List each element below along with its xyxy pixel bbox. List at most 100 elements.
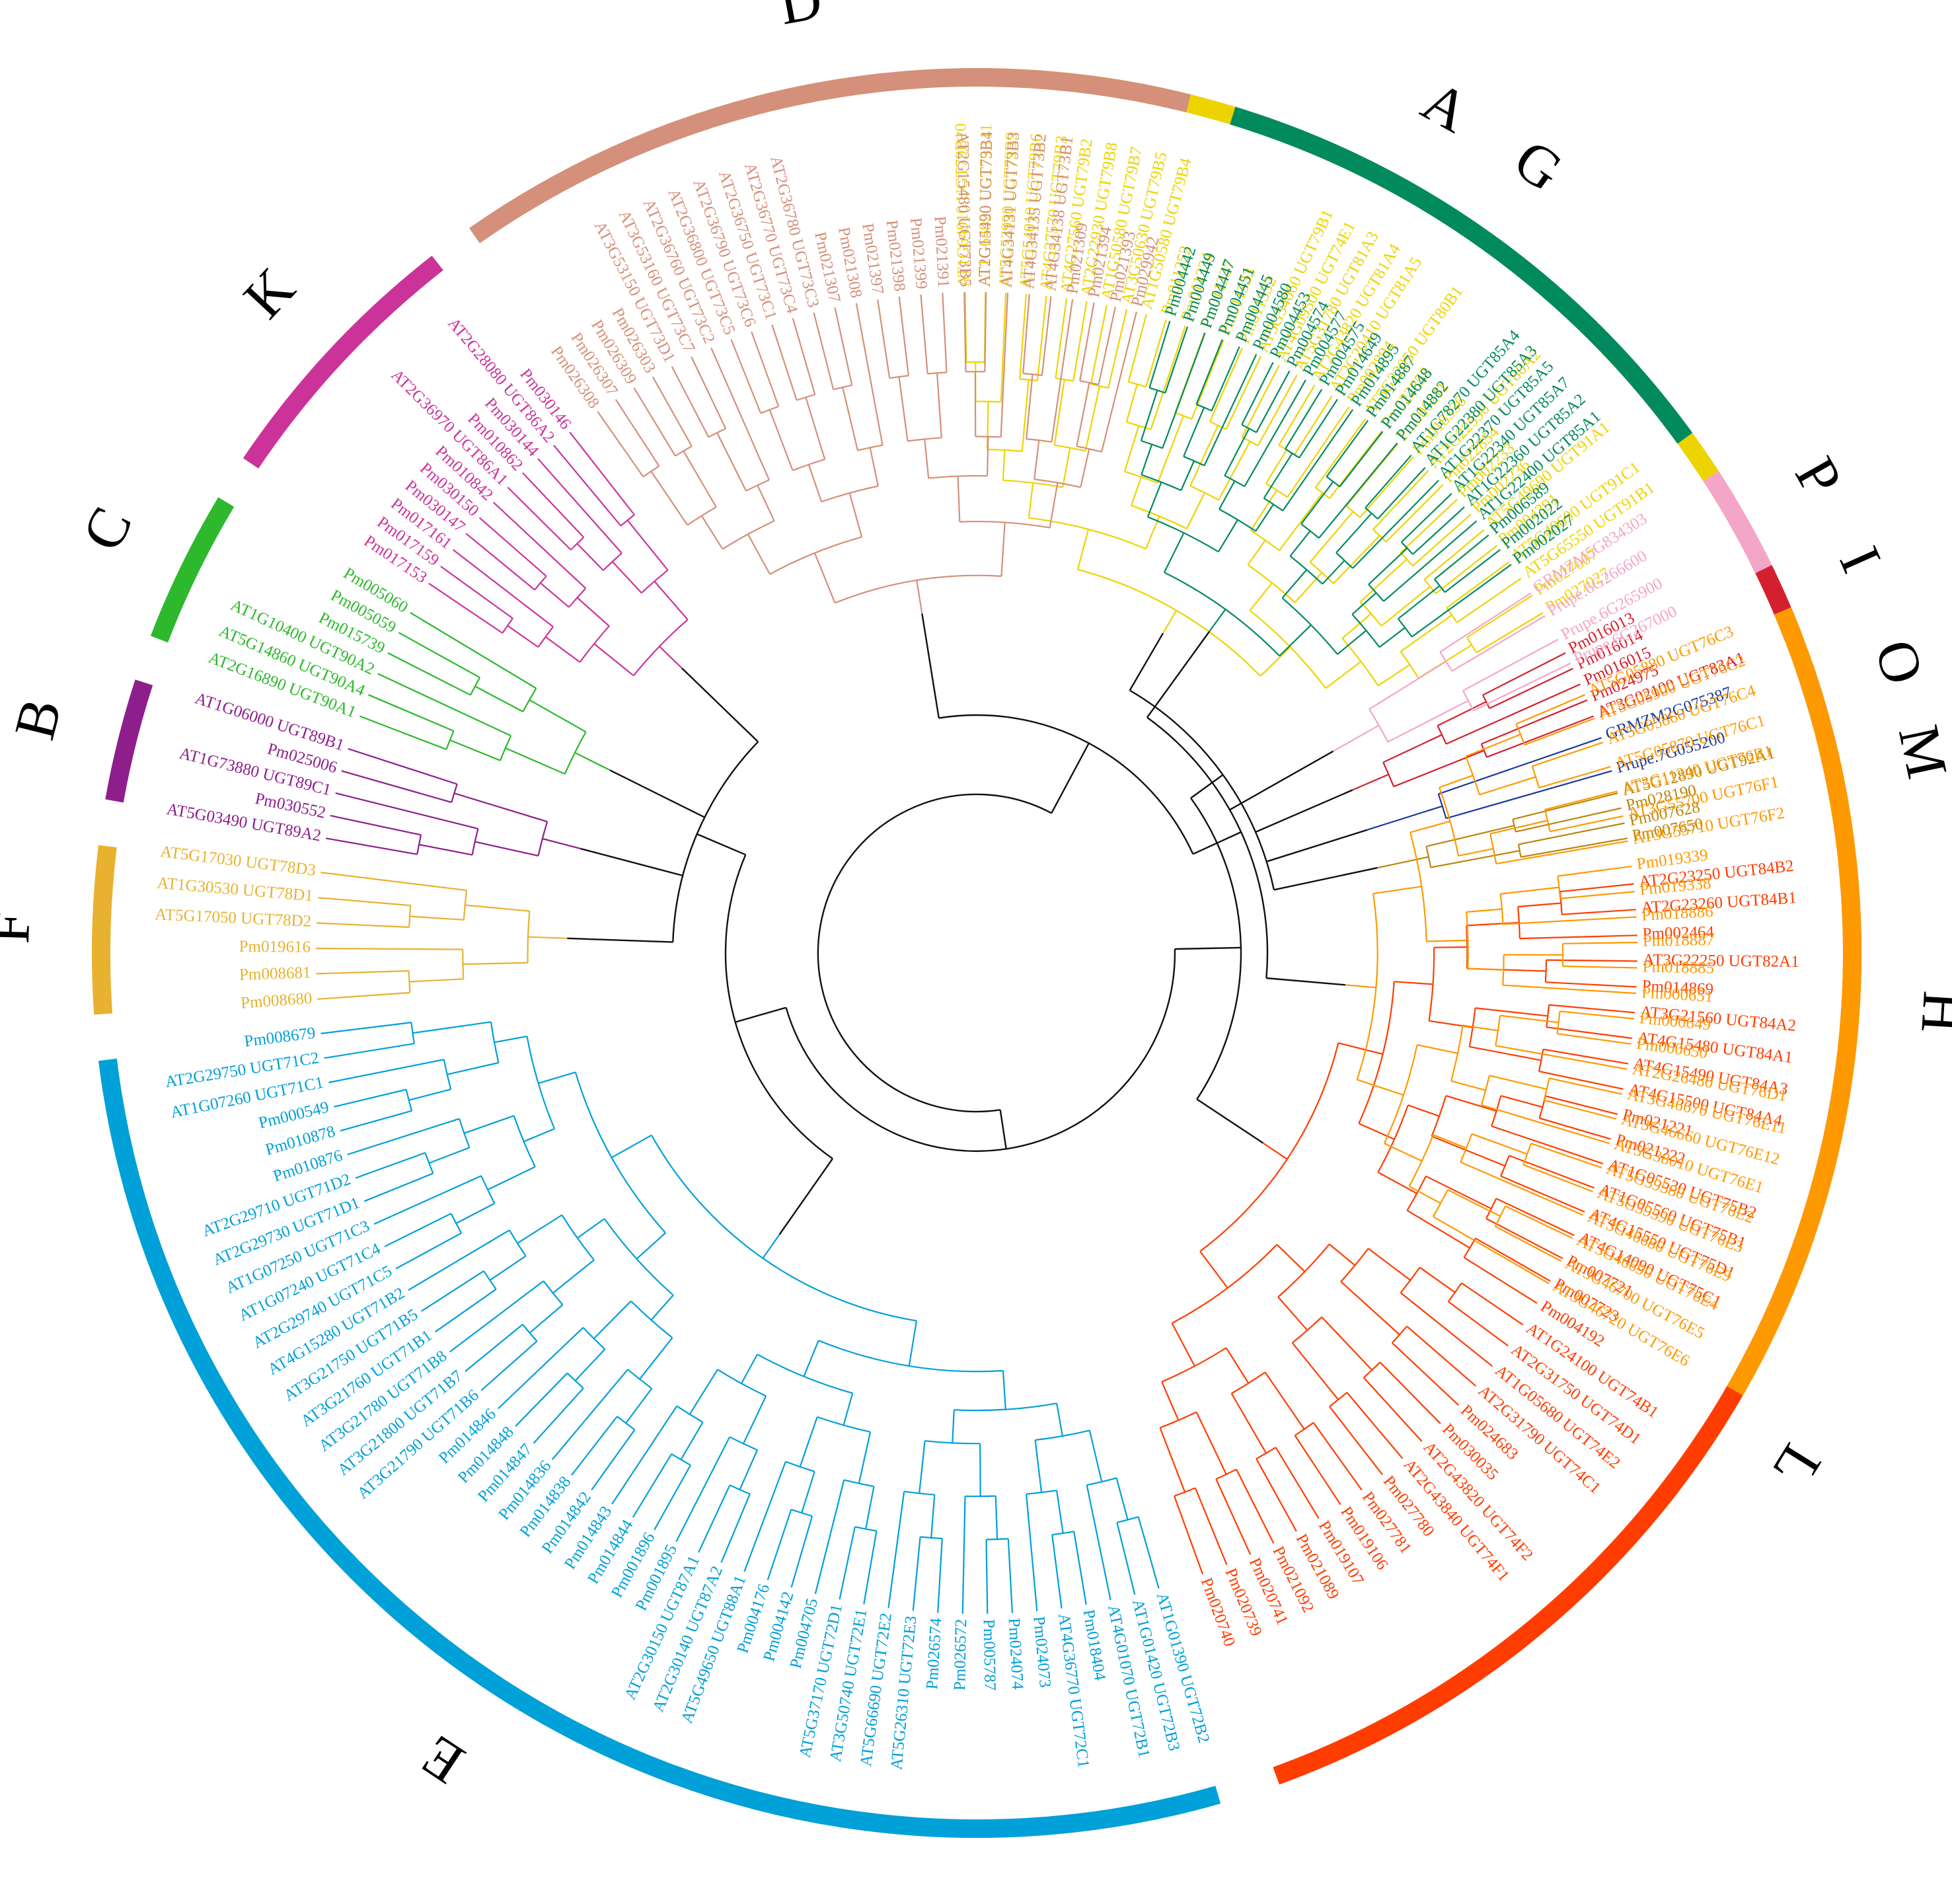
tip-branch [1423, 529, 1485, 580]
internal-arc [651, 1135, 917, 1322]
internal-branch [1345, 984, 1376, 989]
internal-branch [1500, 886, 1559, 895]
internal-arc [1517, 844, 1522, 857]
tip-branch [1411, 564, 1512, 638]
tip-branch [937, 1539, 943, 1613]
internal-branch [1469, 1046, 1542, 1061]
tip-branch [591, 1429, 636, 1491]
internal-arc [405, 1089, 413, 1112]
tip-branch [348, 747, 458, 785]
internal-branch [1351, 592, 1377, 615]
internal-branch [574, 751, 611, 771]
internal-branch [1445, 1094, 1497, 1112]
backbone-fbck-stem [580, 847, 683, 877]
tip-branch [1051, 1535, 1063, 1609]
tip-branch [1545, 981, 1637, 988]
tip-label: Pm008680 [240, 989, 313, 1012]
tip-branch [1329, 430, 1383, 499]
tip-branch [1385, 484, 1444, 543]
tip-branch [1285, 389, 1323, 449]
tip-branch [898, 296, 909, 376]
internal-branch [1367, 805, 1443, 831]
internal-branch [611, 561, 642, 593]
internal-branch [987, 436, 989, 476]
internal-arc [1543, 1078, 1550, 1100]
internal-arc [1076, 445, 1102, 453]
tip-branch [1073, 1531, 1087, 1605]
tip-branch [1515, 807, 1622, 833]
tip-branch [1520, 837, 1628, 858]
tip-branch [1524, 717, 1595, 746]
tip-branch [1500, 1175, 1585, 1213]
tip-branch [1473, 662, 1571, 712]
tip-branch [710, 347, 770, 480]
tip-branch [1339, 431, 1384, 488]
internal-arc [617, 1416, 636, 1431]
tip-branch [1359, 456, 1414, 518]
clade-subtree-O [1367, 737, 1612, 831]
tip-branch [1026, 1494, 1038, 1611]
internal-branch [625, 1388, 653, 1424]
internal-arc [1196, 403, 1213, 412]
tip-branch [790, 1515, 813, 1588]
tip-branch [1391, 1342, 1459, 1406]
backbone-low-arc [785, 948, 1176, 1153]
tip-branch [1558, 865, 1632, 877]
tip-branch [507, 486, 572, 551]
internal-branch [542, 837, 581, 850]
tip-branch [1445, 683, 1581, 745]
tip-branch [964, 292, 967, 362]
tip-branch [1241, 362, 1274, 426]
internal-arc [1209, 421, 1226, 430]
tip-branch [1412, 514, 1472, 567]
tip-branch [792, 318, 816, 395]
internal-arc [1434, 578, 1446, 593]
tip-branch [1509, 1155, 1595, 1189]
tip-branch [615, 399, 660, 467]
internal-branch [1358, 1122, 1395, 1140]
tip-branch [611, 1405, 678, 1505]
internal-branch [1518, 902, 1561, 908]
internal-branch [1255, 504, 1275, 532]
tip-branch [1532, 742, 1604, 767]
internal-branch [1056, 1403, 1063, 1437]
internal-branch [540, 582, 570, 608]
internal-branch [1279, 624, 1312, 657]
internal-arc [408, 905, 412, 928]
internal-branch [1309, 511, 1354, 563]
tip-branch [1256, 370, 1291, 433]
internal-arc [1219, 508, 1256, 532]
clade-subtree-B [326, 747, 581, 857]
internal-branch [1264, 1371, 1305, 1430]
tip-branch [551, 1369, 628, 1461]
tip-branch [1505, 1205, 1573, 1239]
tip-branch [355, 1152, 426, 1179]
internal-branch [898, 377, 909, 441]
internal-arc [1315, 487, 1330, 499]
internal-branch [1450, 1080, 1486, 1091]
internal-branch [1426, 939, 1468, 942]
internal-arc [1281, 597, 1338, 655]
tip-branch [1379, 1361, 1441, 1424]
tip-branch [961, 1496, 966, 1614]
tip-branch [1435, 545, 1498, 594]
tip-label: Pm000651 [1641, 983, 1713, 1006]
tip-branch [1444, 549, 1501, 593]
internal-branch [1352, 773, 1389, 791]
internal-branch [1159, 1428, 1186, 1493]
internal-arc [954, 1402, 1057, 1412]
internal-arc [1054, 444, 1086, 452]
tip-branch [1503, 916, 1637, 925]
tip-branch [1462, 638, 1559, 692]
tip-branch [1461, 1282, 1524, 1326]
tip-branch [767, 1509, 792, 1581]
internal-branch [1028, 482, 1034, 518]
internal-branch [803, 1340, 819, 1377]
tip-branch [1539, 1117, 1611, 1140]
internal-arc [907, 437, 942, 442]
internal-branch [700, 515, 724, 550]
internal-arc [1491, 1095, 1502, 1127]
tip-branch [373, 1175, 482, 1225]
tip-branch [632, 1453, 673, 1518]
